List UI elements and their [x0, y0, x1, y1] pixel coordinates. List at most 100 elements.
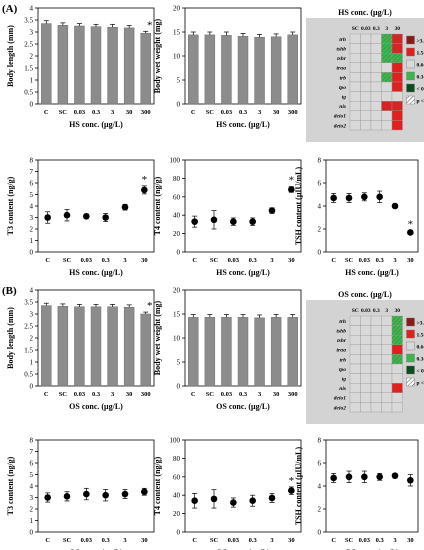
- heatmap-significance-hatch: [392, 43, 403, 54]
- heatmap-cell: [381, 402, 393, 413]
- heatmap-cell: [370, 363, 382, 374]
- heatmap-cell: [370, 373, 382, 384]
- heatmap-col-label: 0.03: [361, 308, 371, 314]
- legend-label: >3.0 fold: [417, 321, 424, 327]
- heatmap-significance-hatch: [392, 316, 403, 326]
- heatmap-cell: [360, 325, 372, 336]
- data-point: [121, 203, 129, 211]
- heatmap-cell: [349, 81, 361, 92]
- legend-label: 0.3~0.6 fold: [417, 357, 424, 363]
- y-tick-label: 60: [173, 193, 181, 201]
- legend-label: 0.6~1.5 fold: [417, 63, 424, 69]
- data-point: [210, 495, 218, 503]
- heatmap-cell: [370, 81, 382, 92]
- heatmap-cell: [370, 120, 382, 131]
- y-tick-label: 2: [30, 53, 34, 61]
- legend-label: < 0.3 fold: [417, 369, 424, 375]
- x-tick-label: 300: [288, 109, 298, 116]
- heatmap-cell: [360, 315, 372, 326]
- y-tick-label: 2: [30, 506, 34, 514]
- y-tick-label: 0.5: [24, 89, 33, 97]
- heatmap-row-label: tpo: [339, 85, 346, 91]
- heatmap-row-label: tshb: [337, 47, 347, 53]
- heatmap-cell: [349, 402, 361, 413]
- bar: [221, 35, 232, 105]
- data-point: [230, 218, 237, 225]
- heatmap-cell: [349, 53, 361, 64]
- legend-swatch: [406, 71, 415, 81]
- heatmap-cell: [360, 72, 372, 83]
- heatmap-cell: [381, 392, 393, 403]
- x-tick-label: 3: [258, 391, 262, 398]
- y-tick-label: 1: [30, 237, 34, 245]
- y-tick-label: 4: [318, 203, 322, 211]
- x-axis-label: HS conc. (μg/L): [69, 268, 123, 277]
- legend-label: p < 0.05: [417, 99, 424, 105]
- y-tick-label: 7: [30, 168, 34, 176]
- heatmap-cell: [360, 43, 372, 54]
- chart-B-T4: 0 20 40 60 80 100 T4 content (ng/g) C SC 0.03 0.3 3…: [153, 437, 302, 550]
- heatmap-col-label: 30: [395, 308, 401, 314]
- bar: [188, 317, 199, 387]
- heatmap-title: OS conc. (μg/L): [338, 290, 392, 299]
- heatmap-cell: [391, 62, 403, 73]
- heatmap-cell: [391, 120, 403, 131]
- heatmap-row-label: deio1: [334, 396, 346, 402]
- x-tick-label: SC: [210, 257, 219, 264]
- y-tick-label: 6: [30, 460, 34, 468]
- x-tick-label: 0.3: [249, 537, 258, 544]
- bar: [123, 307, 135, 387]
- bar: [188, 34, 199, 105]
- heatmap-row-label: trb: [340, 357, 347, 363]
- heatmap-significance-hatch: [392, 53, 403, 63]
- x-tick-label: 300: [141, 391, 151, 398]
- y-axis-label: Body wet weight (mg): [153, 18, 162, 93]
- data-point: [141, 186, 148, 194]
- y-tick-label: 1.5: [24, 347, 33, 355]
- x-tick-label: 3: [111, 109, 115, 116]
- y-tick-label: 4: [30, 287, 34, 295]
- y-tick-label: 3: [30, 214, 34, 222]
- significance-marker: *: [289, 475, 295, 487]
- x-tick-label: 3: [393, 537, 397, 544]
- x-tick-label: 0.3: [102, 537, 111, 544]
- bar: [287, 317, 298, 387]
- heatmap-cell: [391, 91, 403, 102]
- x-tick-label: C: [44, 109, 49, 116]
- y-axis-label: Body length (mm): [6, 25, 15, 87]
- heatmap-cell: [391, 81, 403, 92]
- y-tick-label: 8: [318, 157, 322, 165]
- y-tick-label: 2.5: [24, 41, 33, 49]
- plot-frame: [325, 159, 419, 253]
- bar: [140, 32, 151, 105]
- data-point: [345, 473, 353, 481]
- y-tick-label: 20: [173, 230, 181, 238]
- x-tick-label: 30: [273, 109, 280, 116]
- x-tick-label: 3: [123, 537, 127, 544]
- data-point: [376, 193, 383, 201]
- x-tick-label: 30: [407, 257, 414, 264]
- y-tick-label: 2: [30, 226, 34, 234]
- bar: [254, 37, 265, 105]
- heatmap-cell: [370, 402, 382, 413]
- x-axis-label: HS conc. (μg/L): [345, 268, 399, 277]
- y-tick-label: 1: [30, 359, 34, 367]
- x-tick-label: 0.03: [221, 109, 233, 116]
- heatmap-row-label: trb: [340, 75, 347, 81]
- y-tick-label: 4: [30, 5, 34, 13]
- heatmap-cell: [370, 315, 382, 326]
- heatmap-cell: [381, 354, 393, 365]
- data-point: [268, 207, 276, 214]
- data-point: [210, 216, 218, 224]
- bar: [123, 27, 135, 105]
- legend-swatch-hatch: [406, 378, 415, 386]
- x-tick-label: 30: [141, 257, 148, 264]
- heatmap-row-label: tg: [342, 95, 347, 101]
- chart-A-body-length: 0 0.5 1 1.5 2 2.5 3 3.5 4 Body length (mm) C SC 0.03…: [6, 5, 155, 129]
- data-point: [44, 494, 51, 501]
- chart-B-gene-heatmap: OS conc. (μg/L) SC 0.03 0.3 3 30 trh tshb tshr tr…: [306, 290, 424, 424]
- heatmap-col-label: 0.3: [373, 26, 380, 32]
- heatmap-significance-hatch: [392, 354, 403, 364]
- data-point: [330, 474, 337, 482]
- heatmap-cell: [360, 100, 372, 111]
